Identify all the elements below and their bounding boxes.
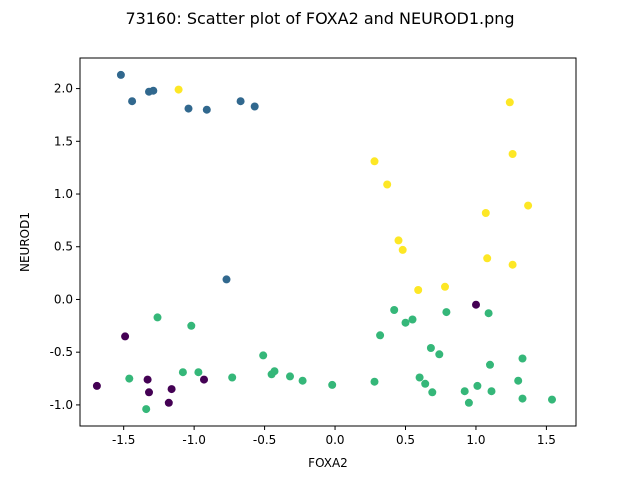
data-point bbox=[250, 102, 259, 111]
data-point bbox=[286, 372, 294, 381]
data-point bbox=[518, 354, 527, 363]
data-point bbox=[435, 350, 444, 359]
x-tick-label: 1.5 bbox=[537, 433, 556, 447]
chart-title: 73160: Scatter plot of FOXA2 and NEUROD1… bbox=[125, 9, 514, 28]
data-point bbox=[514, 376, 523, 385]
points-layer bbox=[92, 70, 556, 414]
data-point bbox=[483, 254, 492, 263]
y-tick-label: 0.0 bbox=[54, 292, 73, 306]
x-tick-label: 0.0 bbox=[325, 433, 344, 447]
data-point bbox=[505, 98, 514, 107]
data-point bbox=[149, 86, 158, 95]
data-point bbox=[473, 381, 482, 390]
data-point bbox=[408, 315, 417, 324]
x-axis: -1.5 -1.0 -0.5 0.0 0.5 1.0 1.5 bbox=[112, 426, 556, 447]
data-point bbox=[174, 85, 183, 94]
data-point bbox=[194, 368, 203, 377]
data-point bbox=[370, 157, 379, 166]
plot-frame bbox=[79, 57, 577, 427]
data-point bbox=[442, 308, 451, 317]
x-tick-label: -1.5 bbox=[112, 433, 135, 447]
y-tick-label: -1.0 bbox=[50, 398, 73, 412]
data-point bbox=[464, 398, 473, 407]
data-point bbox=[415, 373, 424, 382]
data-point bbox=[222, 275, 231, 284]
data-point bbox=[128, 97, 137, 106]
data-point bbox=[236, 97, 245, 106]
y-tick-label: 0.5 bbox=[54, 240, 73, 254]
data-point bbox=[328, 380, 337, 389]
data-point bbox=[153, 313, 162, 322]
data-point bbox=[548, 395, 556, 404]
data-point bbox=[398, 245, 407, 254]
data-point bbox=[390, 306, 399, 314]
data-point bbox=[481, 209, 490, 217]
data-point bbox=[200, 375, 208, 384]
x-tick-label: 1.0 bbox=[466, 433, 485, 447]
data-point bbox=[508, 260, 517, 269]
data-point bbox=[426, 344, 435, 352]
x-tick-label: -0.5 bbox=[253, 433, 276, 447]
y-tick-label: 2.0 bbox=[54, 82, 73, 96]
data-point bbox=[92, 381, 101, 390]
data-point bbox=[460, 387, 469, 396]
data-point bbox=[145, 388, 153, 397]
data-point bbox=[228, 373, 237, 382]
data-point bbox=[401, 318, 410, 327]
data-point bbox=[441, 282, 449, 291]
data-point bbox=[142, 405, 151, 414]
data-point bbox=[524, 201, 533, 210]
data-point bbox=[428, 388, 437, 397]
data-point bbox=[125, 374, 134, 383]
data-point bbox=[270, 367, 279, 376]
data-point bbox=[487, 387, 496, 396]
data-point bbox=[167, 385, 176, 394]
x-tick-label: 0.5 bbox=[396, 433, 415, 447]
data-point bbox=[202, 105, 211, 114]
x-axis-label: FOXA2 bbox=[308, 456, 348, 470]
data-point bbox=[259, 351, 268, 360]
data-point bbox=[376, 331, 385, 340]
data-point bbox=[394, 236, 403, 245]
y-tick-label: 1.0 bbox=[54, 187, 73, 201]
y-axis: -1.0 -0.5 0.0 0.5 1.0 1.5 2.0 bbox=[50, 82, 80, 412]
x-tick-label: -1.0 bbox=[182, 433, 205, 447]
data-point bbox=[518, 394, 527, 403]
data-point bbox=[484, 309, 493, 318]
data-point bbox=[472, 300, 480, 309]
data-point bbox=[184, 104, 193, 113]
data-point bbox=[143, 375, 152, 384]
data-point bbox=[121, 332, 130, 341]
data-point bbox=[421, 379, 430, 388]
data-point bbox=[164, 398, 173, 407]
data-point bbox=[486, 360, 494, 369]
data-point bbox=[508, 150, 517, 158]
data-point bbox=[178, 368, 187, 377]
data-point bbox=[116, 70, 125, 79]
y-axis-label: NEUROD1 bbox=[18, 212, 32, 272]
data-point bbox=[370, 377, 379, 386]
y-tick-label: -0.5 bbox=[50, 345, 73, 359]
data-point bbox=[298, 376, 307, 385]
data-point bbox=[414, 286, 423, 294]
y-tick-label: 1.5 bbox=[54, 134, 73, 148]
data-point bbox=[383, 180, 392, 189]
data-point bbox=[187, 321, 196, 330]
